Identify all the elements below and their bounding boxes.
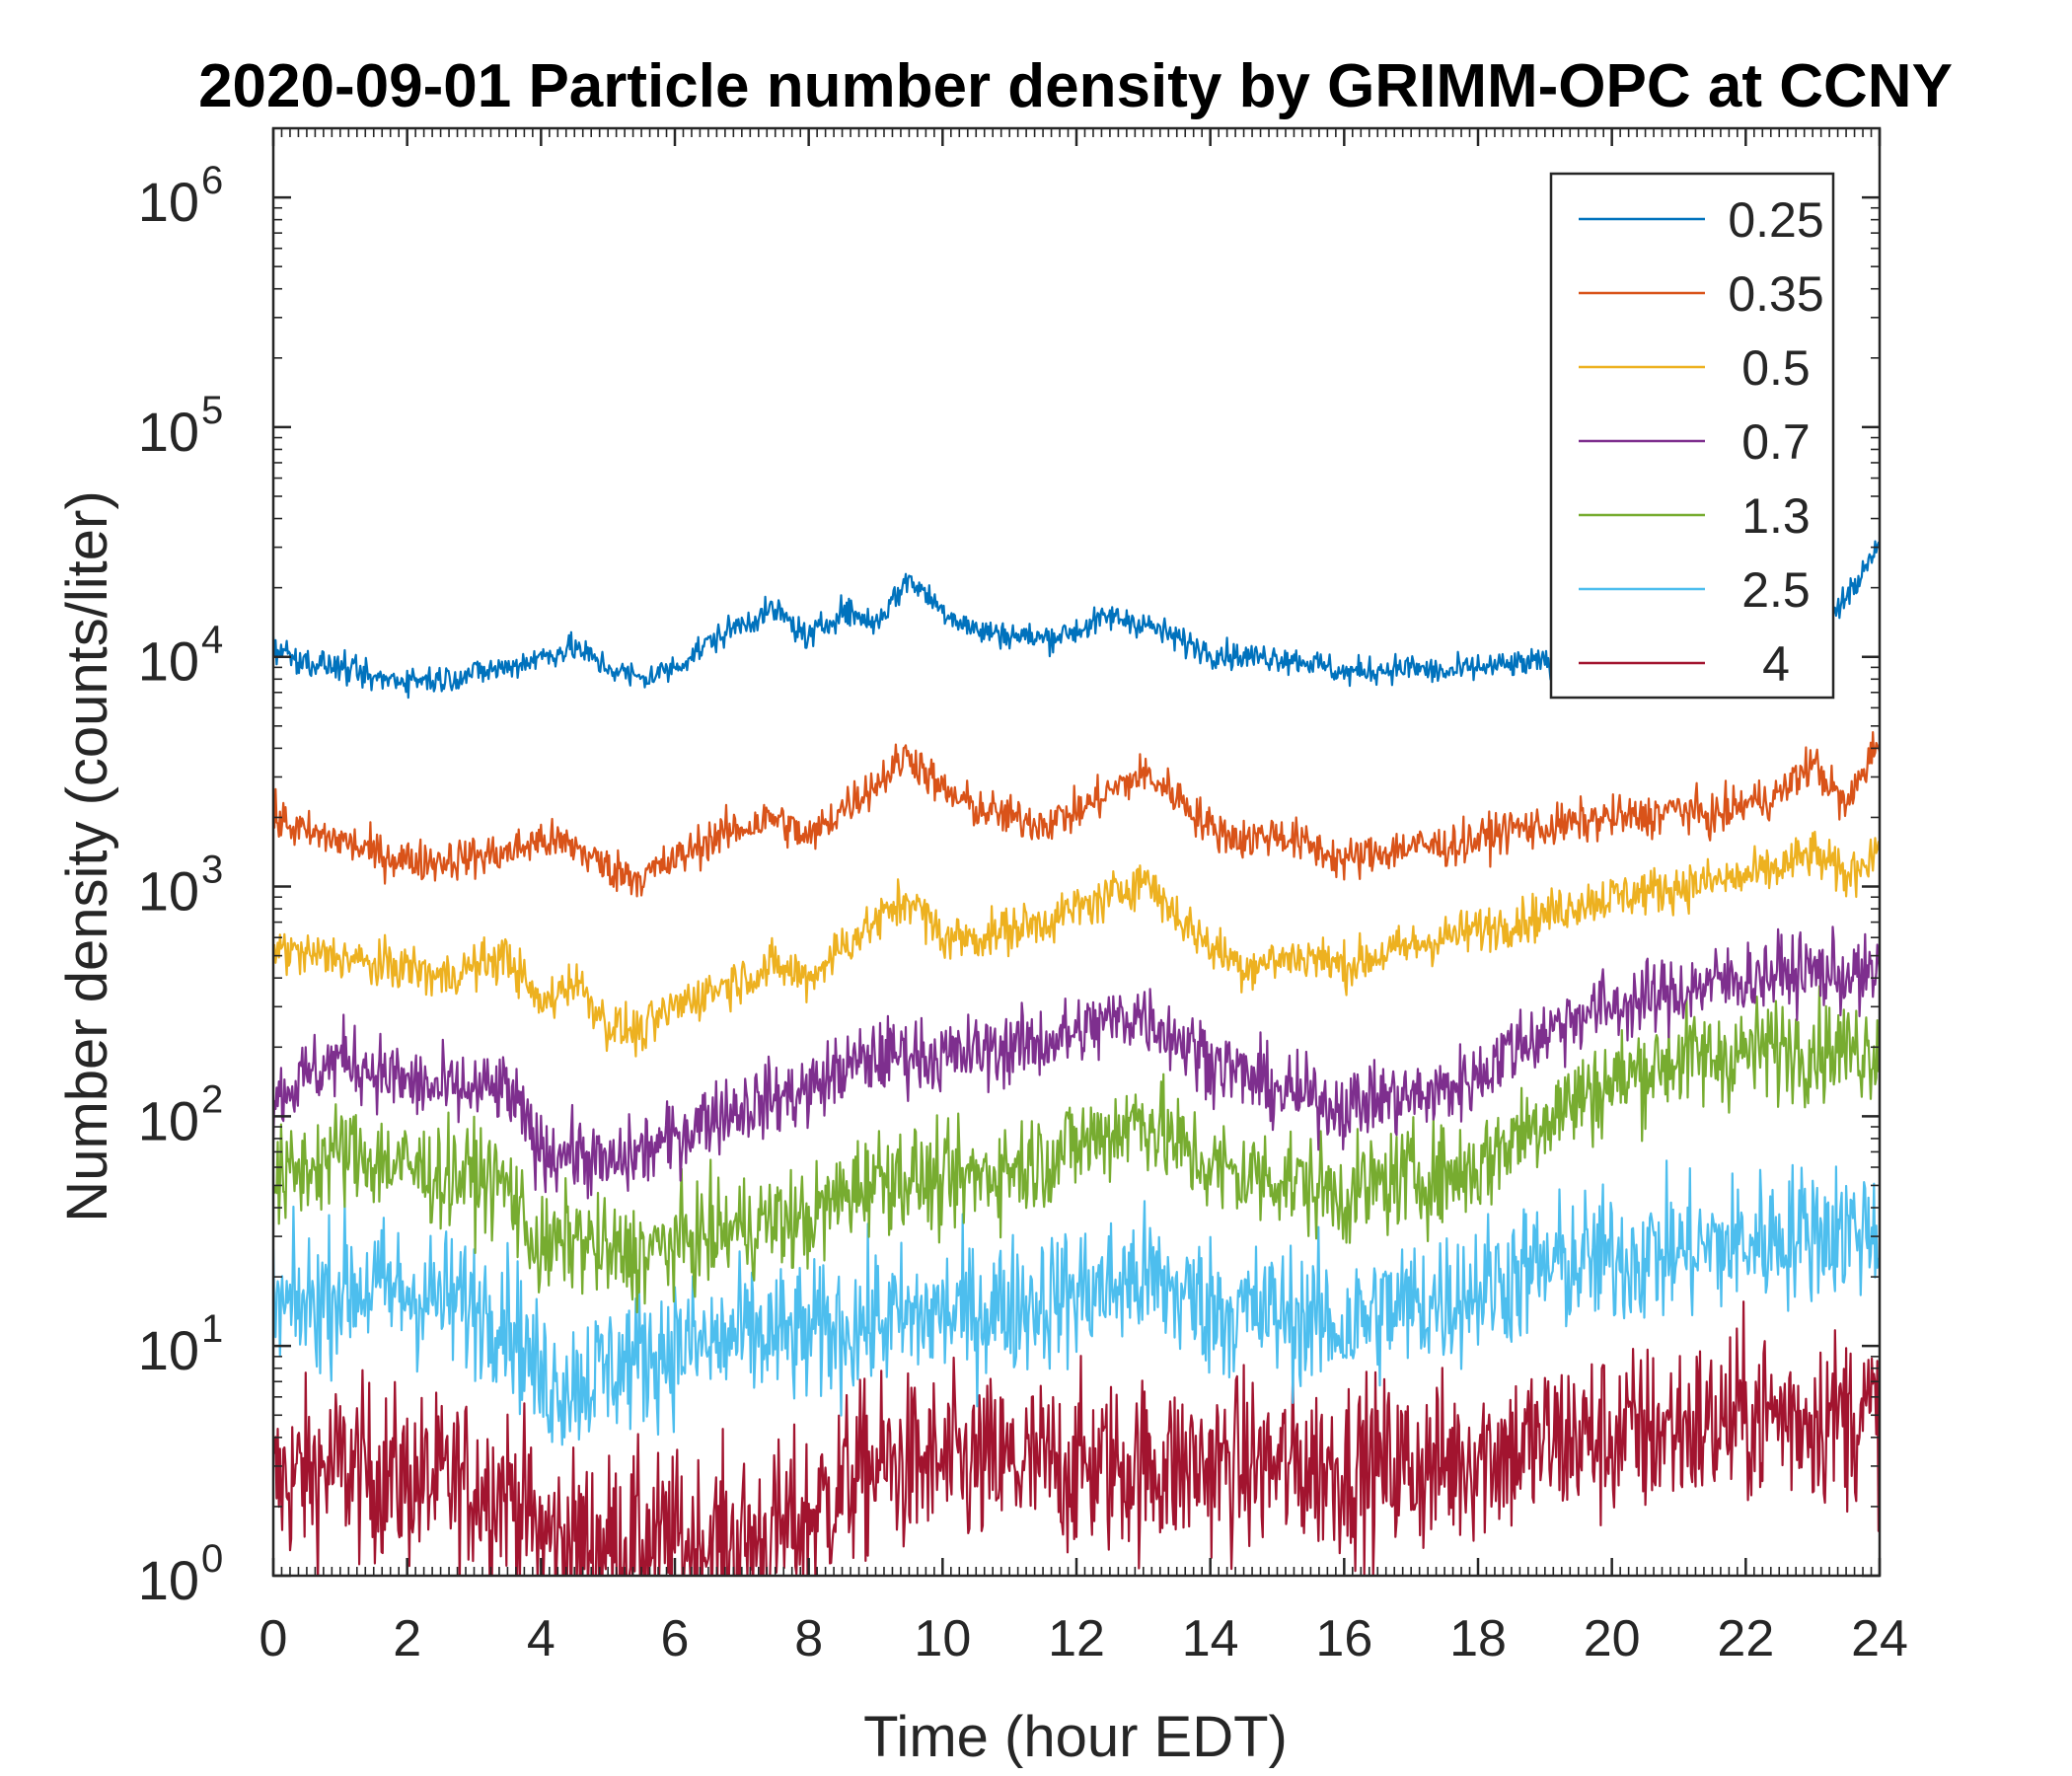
y-tick-label: 10 2 bbox=[138, 1077, 224, 1151]
legend-entry-0.35: 0.35 bbox=[1579, 266, 1824, 322]
series-line-0.7 bbox=[273, 925, 1880, 1200]
x-tick-label: 2 bbox=[393, 1610, 421, 1667]
legend-entry-0.7: 0.7 bbox=[1579, 414, 1811, 470]
y-tick-label: 10 1 bbox=[138, 1307, 224, 1381]
series-line-1.3 bbox=[273, 985, 1880, 1314]
y-tick-label-base: 10 bbox=[138, 630, 199, 693]
legend-entries: 0.25 0.35 0.5 0.7 1.3 2.5 4 bbox=[1579, 192, 1824, 692]
y-tick-label-exponent: 4 bbox=[201, 619, 223, 662]
legend-label: 1.3 bbox=[1741, 488, 1811, 544]
minor-ticks bbox=[273, 127, 1880, 1576]
y-tick-label: 10 5 bbox=[138, 389, 224, 463]
legend-entry-4: 4 bbox=[1579, 636, 1790, 692]
x-tick-label: 18 bbox=[1449, 1610, 1507, 1667]
x-tick-labels: 0 2 4 6 8 10 12 14 16 18 20 22 24 bbox=[259, 1610, 1908, 1667]
y-axis-label: Number density (counts/liter) bbox=[55, 490, 119, 1221]
y-tick-label-exponent: 6 bbox=[201, 159, 223, 202]
y-tick-label-exponent: 1 bbox=[201, 1307, 223, 1351]
legend-entry-1.3: 1.3 bbox=[1579, 488, 1811, 544]
y-tick-label-base: 10 bbox=[138, 1319, 199, 1381]
x-axis-label: Time (hour EDT) bbox=[863, 1705, 1288, 1769]
y-tick-label: 10 4 bbox=[138, 619, 224, 693]
series-line-0.5 bbox=[273, 830, 1880, 1058]
x-tick-label: 12 bbox=[1048, 1610, 1105, 1667]
legend-box bbox=[1549, 172, 1835, 700]
x-tick-label: 4 bbox=[527, 1610, 555, 1667]
legend-label: 0.5 bbox=[1741, 340, 1811, 396]
y-tick-label: 10 0 bbox=[138, 1537, 224, 1611]
x-tick-label: 0 bbox=[259, 1610, 288, 1667]
x-tick-label: 20 bbox=[1584, 1610, 1641, 1667]
legend: 0.25 0.35 0.5 0.7 1.3 2.5 4 bbox=[1549, 172, 1835, 700]
y-tick-label: 10 3 bbox=[138, 849, 224, 923]
legend-label: 0.35 bbox=[1728, 266, 1823, 322]
y-tick-label-base: 10 bbox=[138, 171, 199, 233]
series-line-0.35 bbox=[273, 730, 1880, 898]
legend-label: 0.25 bbox=[1728, 192, 1823, 248]
y-tick-label-base: 10 bbox=[138, 1549, 199, 1611]
y-tick-label-exponent: 3 bbox=[201, 849, 223, 892]
legend-label: 4 bbox=[1762, 636, 1790, 692]
y-tick-label-exponent: 5 bbox=[201, 389, 223, 432]
chart-title: 2020-09-01 Particle number density by GR… bbox=[198, 52, 1953, 120]
legend-label: 0.7 bbox=[1741, 414, 1811, 470]
x-tick-label: 16 bbox=[1315, 1610, 1372, 1667]
y-tick-label: 10 6 bbox=[138, 159, 224, 233]
y-tick-label-base: 10 bbox=[138, 860, 199, 923]
x-tick-label: 24 bbox=[1851, 1610, 1908, 1667]
legend-label: 2.5 bbox=[1741, 562, 1811, 618]
legend-entry-2.5: 2.5 bbox=[1579, 562, 1811, 618]
y-tick-label-exponent: 2 bbox=[201, 1077, 223, 1121]
x-tick-label: 14 bbox=[1182, 1610, 1239, 1667]
y-tick-label-base: 10 bbox=[138, 1089, 199, 1151]
series-line-4 bbox=[273, 1300, 1880, 1576]
plot-frame bbox=[271, 126, 1882, 1578]
y-tick-label-exponent: 0 bbox=[201, 1537, 223, 1581]
x-tick-label: 22 bbox=[1717, 1610, 1774, 1667]
legend-entry-0.25: 0.25 bbox=[1579, 192, 1824, 248]
x-tick-label: 8 bbox=[794, 1610, 823, 1667]
y-tick-label-base: 10 bbox=[138, 401, 199, 463]
x-tick-label: 10 bbox=[914, 1610, 971, 1667]
legend-entry-0.5: 0.5 bbox=[1579, 340, 1811, 396]
series-line-2.5 bbox=[273, 1159, 1880, 1446]
x-tick-label: 6 bbox=[661, 1610, 690, 1667]
